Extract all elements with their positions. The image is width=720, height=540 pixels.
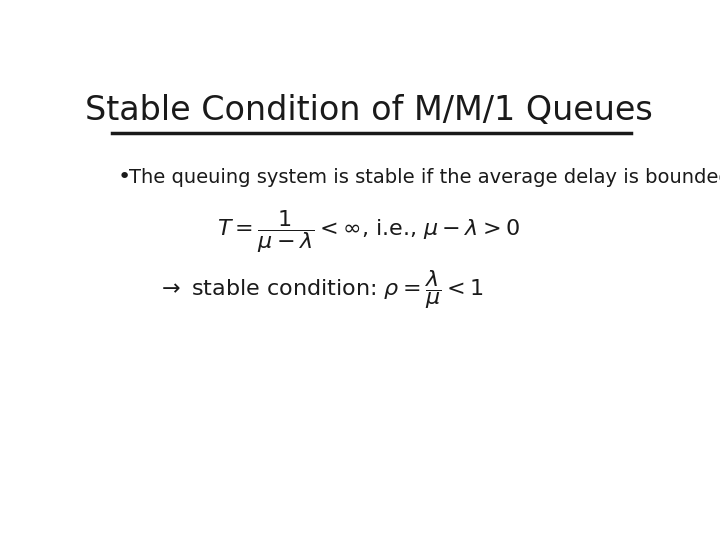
Text: Stable Condition of M/M/1 Queues: Stable Condition of M/M/1 Queues [85,94,653,127]
Text: Communication Networks: Communication Networks [271,516,449,529]
Text: •: • [118,167,131,187]
Text: $\rightarrow$ stable condition: $\rho = \dfrac{\lambda}{\mu} < 1$: $\rightarrow$ stable condition: $\rho = … [157,268,484,311]
Text: The queuing system is stable if the average delay is bounded: The queuing system is stable if the aver… [129,167,720,186]
Text: 49: 49 [681,516,698,529]
Text: $T = \dfrac{1}{\mu-\lambda} < \infty$, i.e., $\mu - \lambda > 0$: $T = \dfrac{1}{\mu-\lambda} < \infty$, i… [217,208,521,254]
